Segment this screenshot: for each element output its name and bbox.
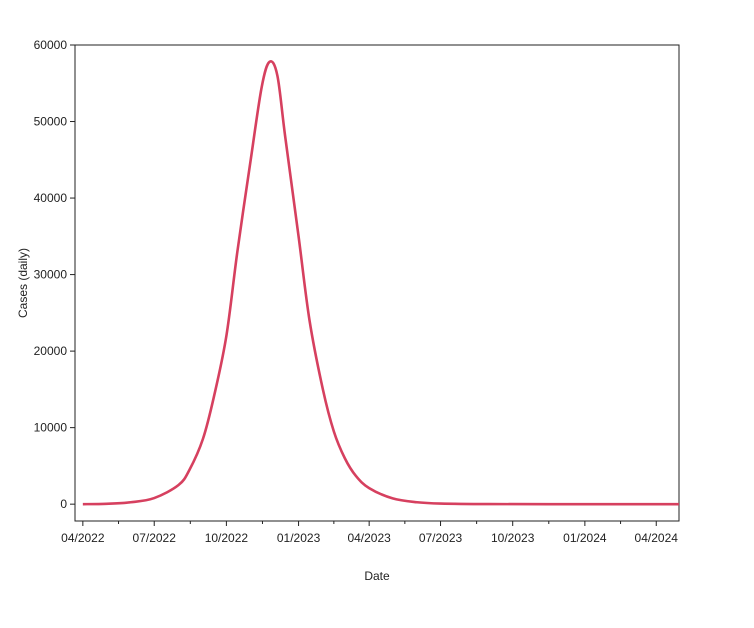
- y-tick-label: 10000: [34, 421, 68, 435]
- x-tick-label: 01/2024: [563, 531, 607, 545]
- plot-frame: [74, 44, 680, 522]
- y-tick-label: 20000: [34, 344, 68, 358]
- y-tick-label: 50000: [34, 115, 68, 129]
- series-group: [82, 60, 680, 506]
- y-tick-label: 40000: [34, 191, 68, 205]
- y-tick-label: 30000: [34, 268, 68, 282]
- x-axis: 04/2022 07/2022 10/2022 01/2023 04/2023 07/20…: [61, 521, 678, 545]
- x-tick-label: 07/2022: [133, 531, 177, 545]
- y-axis-title: Cases (daily): [16, 248, 30, 318]
- y-tick-label: 60000: [34, 38, 68, 52]
- x-tick-label: 10/2022: [205, 531, 249, 545]
- x-tick-label: 07/2023: [419, 531, 463, 545]
- x-tick-label: 04/2022: [61, 531, 105, 545]
- x-tick-label: 04/2023: [347, 531, 391, 545]
- x-axis-title: Date: [364, 569, 390, 583]
- series-line: [82, 60, 680, 506]
- y-axis: 0 10000 20000 30000 40000 50000 60000: [34, 38, 75, 511]
- x-tick-label: 04/2024: [635, 531, 679, 545]
- x-tick-label: 01/2023: [277, 531, 321, 545]
- x-tick-label: 10/2023: [491, 531, 535, 545]
- y-tick-label: 0: [60, 497, 67, 511]
